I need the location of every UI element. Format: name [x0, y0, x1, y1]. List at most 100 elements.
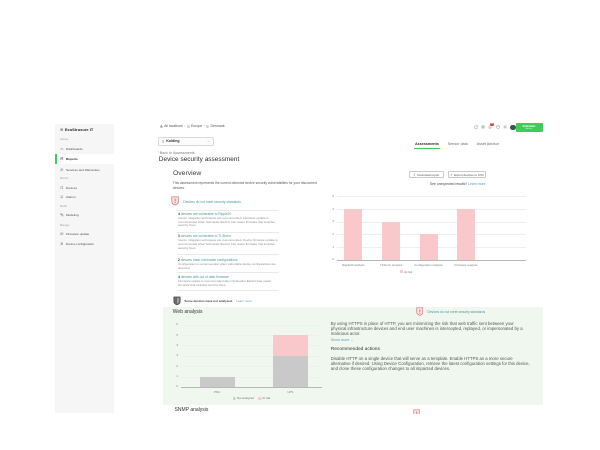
breadcrumb-item-europe[interactable]: Europe: [187, 124, 202, 128]
finding-link: devices are vulnerable to TLStorm: [180, 233, 231, 238]
finding-link: devices with out of date firmware: [180, 274, 229, 279]
sidebar-item-modeling[interactable]: Modeling: [55, 210, 114, 220]
gridline: [337, 221, 526, 223]
dashboards-icon: [60, 147, 64, 151]
breadcrumb-item-all-locations[interactable]: All locations: [160, 124, 183, 128]
divider: [176, 253, 279, 255]
sidebar-group-assess: Assess: [60, 137, 69, 141]
divider: [176, 272, 279, 273]
x-axis-label: Configuration analysis: [414, 263, 443, 268]
report-tabs: Assessments Sensor data Asset Advisor: [414, 141, 500, 150]
download-report-button[interactable]: Download report: [408, 171, 444, 179]
legend-swatch: [257, 396, 261, 400]
tab-assessments[interactable]: Assessments: [414, 142, 440, 150]
gridline: [180, 355, 322, 357]
security-alert-badge[interactable]: Devices do not meet security standards: [171, 196, 241, 206]
results-hint: See unexpected results? Learn more: [385, 182, 486, 186]
tab-asset-advisor[interactable]: Asset Advisor: [476, 141, 500, 146]
finding-count: 2: [178, 258, 180, 263]
avatar[interactable]: [509, 124, 516, 131]
show-more-link[interactable]: Show more ⌄: [331, 338, 354, 342]
not-analyzed-footnote: Some devices were not analyzed. Learn mo…: [173, 296, 252, 306]
sidebar-group-model: Model: [60, 205, 68, 208]
firmware-update-icon: [60, 232, 64, 236]
brand-line2: Electric: [525, 127, 533, 130]
legend-label: Not analyzed: [237, 396, 254, 401]
tab-sensor-data[interactable]: Sensor data: [447, 141, 468, 146]
finding-count: 3: [178, 233, 180, 238]
settings-icon[interactable]: [503, 125, 507, 130]
active-indicator: [55, 153, 57, 164]
bar-tlstorm-analysis-at-risk: [382, 221, 401, 260]
breadcrumb-item-denmark[interactable]: Denmark: [206, 124, 225, 128]
notifications-icon[interactable]: 9+: [488, 123, 494, 129]
finding-tlstorm[interactable]: 3 devices are vulnerable to TLStorm: [178, 234, 231, 238]
gridline: [337, 196, 526, 197]
sidebar-item-reports[interactable]: Reports: [55, 153, 114, 164]
sidebar-item-devices[interactable]: Devices: [55, 183, 114, 193]
finding-description: Configuration is recommended when vulner…: [178, 262, 276, 270]
app-logo[interactable]: EcoStruxure IT: [59, 126, 94, 133]
legend-label: At risk: [262, 396, 271, 401]
finding-firmware[interactable]: 4 devices with out of date firmware: [178, 275, 229, 279]
sidebar-item-label: Firmware update: [65, 231, 90, 236]
sidebar-item-label: Dashboards: [65, 146, 83, 151]
finding-description: Firmware update is recommended when Schn…: [178, 278, 272, 287]
finding-configurations[interactable]: 2 devices have vulnerable configurations: [178, 258, 238, 262]
download-icon: [413, 173, 416, 176]
snmp-analysis-heading: SNMP analysis: [174, 407, 209, 414]
help-icon[interactable]: ?: [495, 125, 500, 129]
divider: [176, 231, 279, 233]
sidebar-item-device-configuration[interactable]: Device configuration: [55, 239, 114, 249]
divider: [176, 209, 279, 211]
back-link[interactable]: ‹ Back to Assessments: [158, 150, 195, 155]
y-tick-label: 0: [332, 257, 334, 262]
y-tick-label: 5: [332, 193, 334, 198]
menu-icon[interactable]: [59, 128, 64, 132]
y-tick-label: 0: [176, 384, 178, 389]
finding-ripple20[interactable]: 4 devices are vulnerable to Ripple20: [178, 212, 231, 216]
location-select[interactable]: Kolding: [158, 136, 214, 147]
location-select-value: Kolding: [166, 139, 180, 144]
web-security-alert-badge[interactable]: Devices do not meet security standards: [416, 307, 485, 316]
sidebar-item-services-and-warranties[interactable]: Services and Warranties: [55, 165, 114, 175]
x-axis-label: TLStorm analysis: [380, 263, 403, 268]
device-configuration-icon: [60, 242, 64, 246]
sidebar-item-alarms[interactable]: Alarms: [55, 192, 114, 202]
alert-text: Devices do not meet security standards: [427, 310, 486, 315]
page-title: Device security assessment: [158, 156, 240, 164]
footnote-learn-more-link[interactable]: Learn more: [236, 298, 252, 303]
chart-legend: At risk: [399, 270, 412, 274]
recommended-actions-body: Disable HTTP on a single device that wil…: [330, 355, 530, 371]
launch-icon[interactable]: [474, 125, 478, 129]
y-tick-label: 3: [176, 353, 178, 358]
sidebar-item-label: Services and Warranties: [65, 167, 100, 172]
building-icon: [206, 125, 209, 128]
schneider-electric-logo[interactable]: Schneider Electric: [515, 123, 543, 133]
breadcrumb-separator: /: [184, 124, 186, 129]
sidebar-item-label: Alarms: [65, 195, 76, 199]
sidebar-item-dashboards[interactable]: Dashboards: [55, 144, 114, 154]
y-tick-label: 2: [176, 363, 178, 368]
apps-icon[interactable]: [481, 125, 485, 129]
show-more-label: Show more: [330, 337, 350, 342]
export-devices-csv-button[interactable]: Export devices to CSV: [448, 171, 486, 179]
bar-ups-at-risk: [272, 334, 308, 356]
sidebar-item-firmware-update[interactable]: Firmware update: [55, 229, 114, 239]
x-axis-label: Ripple20 analysis: [341, 263, 365, 268]
web-analysis-paragraph: By using HTTPS in place of HTTP, you are…: [330, 321, 523, 337]
results-hint-question: See unexpected results?: [429, 182, 468, 187]
export-devices-csv-label: Export devices to CSV: [453, 172, 484, 177]
gridline: [180, 324, 322, 326]
back-link-label: Back to Assessments: [159, 150, 195, 155]
reports-icon: [60, 156, 64, 161]
y-tick-label: 3: [332, 219, 334, 224]
breadcrumb-label: Europe: [190, 124, 203, 129]
sidebar-group-manage: Manage: [60, 223, 70, 227]
download-report-label: Download report: [417, 172, 440, 177]
x-axis-label: Firmware analysis: [454, 263, 478, 268]
breadcrumb-label: All locations: [164, 124, 183, 129]
legend-entry: Not analyzed: [232, 396, 254, 401]
results-hint-learn-more-link[interactable]: Learn more: [468, 182, 486, 187]
